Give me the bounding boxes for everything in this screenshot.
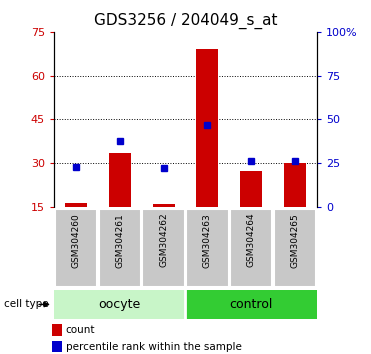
Text: count: count — [66, 325, 95, 335]
Bar — [52, 341, 62, 352]
Text: GSM304264: GSM304264 — [247, 213, 256, 267]
Text: cell type: cell type — [4, 299, 48, 309]
Text: percentile rank within the sample: percentile rank within the sample — [66, 342, 242, 352]
FancyBboxPatch shape — [55, 209, 97, 287]
FancyBboxPatch shape — [186, 290, 317, 319]
FancyBboxPatch shape — [274, 209, 316, 287]
Bar — [65, 203, 87, 207]
FancyBboxPatch shape — [54, 290, 185, 319]
Text: GSM304261: GSM304261 — [115, 213, 124, 268]
Bar — [52, 324, 62, 336]
Bar — [197, 50, 219, 207]
Bar — [240, 171, 262, 207]
Bar — [152, 204, 174, 207]
Bar — [109, 153, 131, 207]
FancyBboxPatch shape — [230, 209, 272, 287]
Text: GSM304263: GSM304263 — [203, 213, 212, 268]
FancyBboxPatch shape — [142, 209, 185, 287]
Text: GSM304265: GSM304265 — [291, 213, 300, 268]
Title: GDS3256 / 204049_s_at: GDS3256 / 204049_s_at — [94, 13, 277, 29]
Bar — [284, 163, 306, 207]
Text: oocyte: oocyte — [99, 298, 141, 311]
Text: GSM304260: GSM304260 — [71, 213, 80, 268]
FancyBboxPatch shape — [186, 209, 229, 287]
FancyBboxPatch shape — [99, 209, 141, 287]
Text: GSM304262: GSM304262 — [159, 213, 168, 267]
Text: control: control — [230, 298, 273, 311]
